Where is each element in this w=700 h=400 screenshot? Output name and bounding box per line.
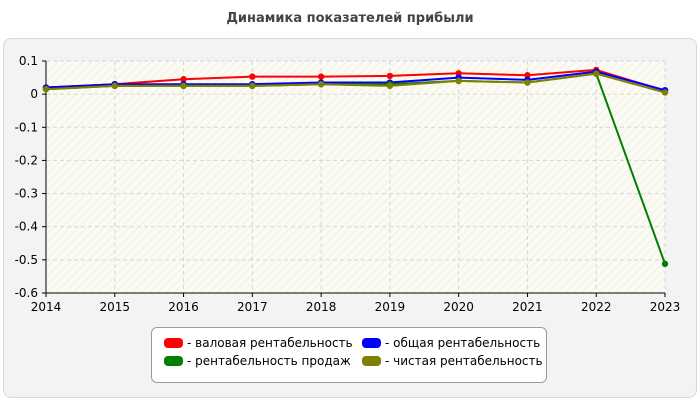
data-point <box>180 82 187 90</box>
data-point <box>455 77 462 85</box>
legend-label: - чистая рентабельность <box>385 354 543 368</box>
data-point <box>249 82 256 90</box>
data-point <box>386 72 394 80</box>
data-point <box>661 260 669 268</box>
x-tick-label: 2022 <box>581 300 612 314</box>
y-tick-label: 0 <box>30 87 38 101</box>
x-tick-labels: 2014 2015 2016 2017 2018 2019 2020 2021 2022 2023 <box>31 300 681 314</box>
y-tick-label: -0.1 <box>15 120 38 134</box>
y-tick-label: 0.1 <box>19 54 38 68</box>
legend-swatch <box>362 338 381 348</box>
data-point <box>524 72 531 79</box>
legend: - валовая рентабельность - общая рентабе… <box>151 327 547 383</box>
series-line-1 <box>45 68 666 92</box>
legend-swatch <box>362 356 381 366</box>
legend-label: - валовая рентабельность <box>187 336 353 350</box>
chart-title: Динамика показателей прибыли <box>226 11 474 26</box>
x-tick-label: 2017 <box>237 300 268 314</box>
legend-item-sales-margin: - рентабельность продаж <box>164 354 351 368</box>
legend-item-net-margin: - чистая рентабельность <box>362 354 543 368</box>
x-tick-label: 2020 <box>443 300 474 314</box>
series-line-2 <box>45 70 666 92</box>
x-tick-label: 2014 <box>31 300 62 314</box>
series-line-4 <box>45 72 666 94</box>
y-tick-label: -0.6 <box>15 286 38 300</box>
data-point <box>524 79 531 86</box>
data-point <box>317 73 325 80</box>
legend-item-gross-margin: - валовая рентабельность <box>164 336 353 350</box>
data-point <box>249 73 256 80</box>
data-point <box>180 76 187 83</box>
axes <box>42 60 666 297</box>
legend-label: - общая рентабельность <box>385 336 541 350</box>
plot-area <box>46 61 665 293</box>
x-tick-label: 2016 <box>168 300 199 314</box>
data-point <box>317 81 325 88</box>
data-point <box>386 82 394 90</box>
y-tick-labels: 0.1 0 -0.1 -0.2 -0.3 -0.4 -0.5 -0.6 <box>15 54 38 300</box>
legend-label: - рентабельность продаж <box>187 354 351 368</box>
x-tick-label: 2015 <box>100 300 131 314</box>
data-point <box>42 85 50 93</box>
x-tick-label: 2023 <box>650 300 681 314</box>
legend-item-total-margin: - общая рентабельность <box>362 336 540 350</box>
y-tick-label: -0.4 <box>15 220 38 234</box>
x-tick-label: 2019 <box>375 300 406 314</box>
data-point <box>593 70 600 77</box>
y-tick-label: -0.3 <box>15 187 38 201</box>
x-tick-label: 2021 <box>512 300 543 314</box>
legend-swatch <box>164 338 183 348</box>
y-tick-label: -0.5 <box>15 253 38 267</box>
legend-swatch <box>164 356 183 366</box>
x-tick-label: 2018 <box>306 300 337 314</box>
y-tick-label: -0.2 <box>15 153 38 167</box>
data-point <box>661 89 669 96</box>
series-points <box>42 66 669 268</box>
data-point <box>111 82 118 90</box>
series-lines <box>45 68 666 265</box>
gridlines <box>46 60 666 293</box>
